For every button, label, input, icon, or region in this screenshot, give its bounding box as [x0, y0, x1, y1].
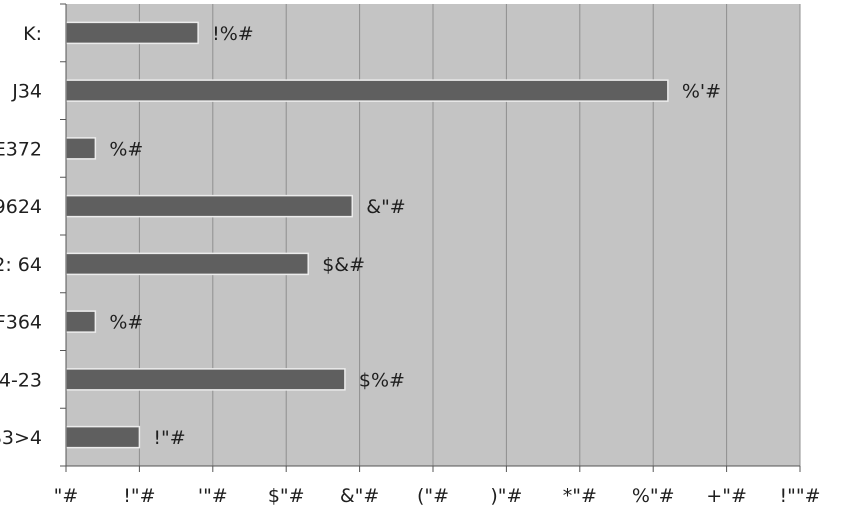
category-label: 2: 64	[0, 254, 42, 276]
bar	[65, 252, 309, 276]
x-tick-label: '"#	[198, 485, 228, 507]
category-label: 9624	[0, 196, 42, 218]
bar	[65, 194, 354, 218]
bar	[65, 21, 199, 45]
labels: "# !"# '"# $"# &"# ("# )"# *"# %"# +"# !""# K: !%# J3…	[0, 23, 821, 507]
x-tick-label: "#	[54, 485, 79, 507]
bar	[65, 310, 97, 333]
data-label: %'#	[682, 81, 721, 103]
bar	[65, 79, 669, 102]
x-tick-label: ("#	[417, 485, 449, 507]
x-tick-label: !""#	[779, 485, 820, 507]
bar	[65, 425, 141, 449]
data-label: %#	[109, 312, 143, 334]
x-tick-label: +"#	[706, 485, 747, 507]
bar	[65, 368, 346, 391]
category-label: E4-23	[0, 369, 42, 391]
data-label: $%#	[359, 369, 405, 391]
data-label: $&#	[322, 254, 365, 276]
axes	[60, 3, 801, 472]
bars	[65, 21, 669, 449]
x-tick-label: *"#	[563, 485, 597, 507]
category-label: K:	[23, 23, 42, 45]
category-label: E372	[0, 138, 42, 160]
category-label: F364	[0, 312, 42, 334]
x-tick-label: )"#	[490, 485, 522, 507]
data-label: %#	[109, 138, 143, 160]
x-tick-label: !"#	[123, 485, 155, 507]
data-label: &"#	[366, 196, 405, 218]
x-tick-label: $"#	[268, 485, 305, 507]
x-tick-label: &"#	[340, 485, 379, 507]
data-label: !%#	[212, 23, 254, 45]
x-tick-label: %"#	[632, 485, 675, 507]
category-label: B3>4	[0, 427, 42, 449]
data-label: !"#	[153, 427, 185, 449]
bar	[65, 137, 97, 160]
category-label: J34	[11, 81, 42, 103]
